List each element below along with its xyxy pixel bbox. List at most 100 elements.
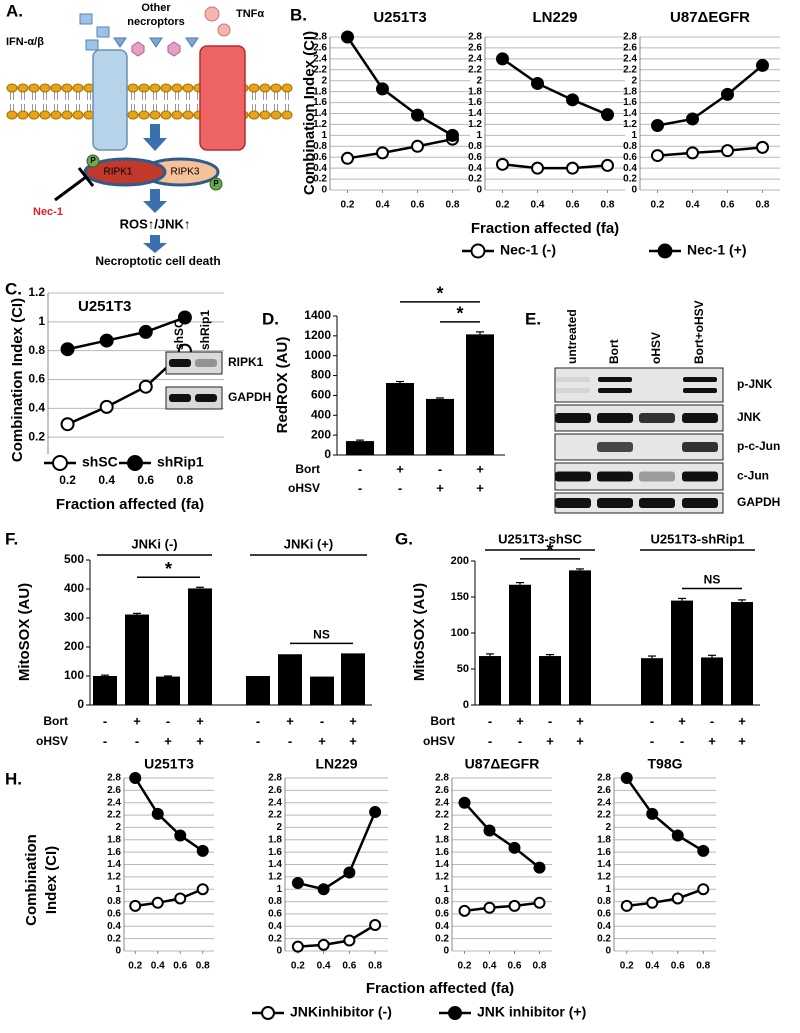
bar [346, 441, 374, 455]
inhibition-line [54, 175, 87, 202]
kinase-label: RIPK1 [104, 167, 133, 178]
significance-label: NS [704, 573, 721, 587]
treatment-sign: - [135, 733, 139, 748]
x-tick-label: 0.6 [671, 961, 685, 972]
bar [569, 570, 591, 705]
blot-band [598, 377, 632, 382]
y-tick-label: 2.8 [623, 32, 637, 43]
series-line [657, 146, 763, 157]
significance-label: NS [313, 628, 330, 642]
data-point [697, 844, 710, 857]
y-tick-label: 1000 [304, 348, 331, 362]
blot-band [556, 388, 590, 393]
x-tick-label: 0.8 [196, 961, 210, 972]
lipid-head [61, 110, 73, 120]
blot-band [555, 413, 591, 423]
subplot-title: U251T3 [78, 298, 131, 315]
lipid-head [270, 83, 282, 93]
data-point [151, 896, 164, 909]
subplot-title: LN229 [532, 9, 577, 26]
treatment-sign: + [708, 733, 716, 748]
y-tick-label: 2.8 [107, 773, 121, 784]
blot-band [683, 377, 717, 382]
lane-label: shSC [172, 319, 186, 350]
lipid-head [160, 110, 172, 120]
x-tick-label: 0.2 [341, 200, 355, 211]
x-tick-label: 0.4 [483, 961, 497, 972]
y-tick-label: 0.4 [268, 921, 282, 932]
series-line [502, 163, 608, 170]
data-point [60, 342, 75, 357]
y-tick-label: 1.6 [623, 97, 637, 108]
ligand-shape [149, 37, 163, 48]
bar [701, 657, 723, 705]
y-tick-label: 0.2 [623, 174, 637, 185]
y-tick-label: 0 [115, 946, 121, 957]
y-tick-label: 0 [476, 185, 482, 196]
bar [426, 398, 454, 455]
blot-band [598, 388, 632, 393]
blot-band [169, 394, 191, 402]
y-tick-label: 2.4 [623, 53, 637, 64]
y-axis-label: MitoSOX (AU) [16, 583, 33, 681]
y-tick-label: 0 [443, 946, 449, 957]
y-tick-label: 500 [64, 552, 84, 566]
inhibition-bar [77, 167, 95, 187]
y-tick-label: 1.2 [435, 871, 449, 882]
treatment-label: Bort [295, 462, 320, 476]
data-point [671, 892, 684, 905]
y-tick-label: 1.6 [313, 97, 327, 108]
series-line [501, 57, 608, 116]
lipid-head [281, 110, 293, 120]
bar [539, 656, 561, 705]
series-line [347, 137, 453, 160]
treatment-sign: + [349, 733, 357, 748]
significance-label: * [165, 559, 172, 579]
y-tick-label: 1.4 [597, 859, 611, 870]
data-point [376, 82, 389, 96]
y-tick-label: 1 [476, 130, 482, 141]
y-axis-label: Combination Index (CI) [301, 31, 318, 195]
data-point [508, 841, 521, 854]
data-point [671, 829, 684, 842]
phospho-label: P [90, 156, 96, 165]
series-line [134, 777, 204, 852]
blot-row-label: GAPDH [737, 495, 780, 509]
y-tick-label: 2.6 [435, 785, 449, 796]
panel-label: E. [525, 309, 541, 328]
treatment-sign: - [650, 733, 654, 748]
y-tick-label: 600 [311, 388, 331, 402]
y-tick-label: 1.6 [597, 847, 611, 858]
y-tick-label: 0.2 [28, 429, 45, 443]
y-tick-label: 0.2 [468, 174, 482, 185]
y-tick-label: 2.4 [435, 797, 449, 808]
treatment-sign: + [738, 713, 746, 728]
phospho-label: P [213, 179, 219, 188]
legend-label: JNKinhibitor (-) [290, 1004, 392, 1020]
y-tick-label: 2 [115, 822, 121, 833]
ligand-shape [185, 37, 199, 48]
x-tick-label: 0.2 [458, 961, 472, 972]
lane-label: shRip1 [198, 310, 212, 350]
data-point [686, 146, 699, 160]
y-tick-label: 50 [457, 663, 469, 675]
y-tick-label: 2.2 [597, 810, 611, 821]
series-line [625, 777, 704, 852]
y-tick-label: 1.6 [468, 97, 482, 108]
bar [509, 584, 531, 705]
data-point [138, 324, 153, 339]
blot-band [555, 471, 591, 482]
y-tick-label: 0 [324, 447, 331, 461]
treatment-sign: - [488, 713, 492, 728]
bar [466, 334, 494, 455]
lipid-head [28, 83, 40, 93]
lipid-head [182, 110, 194, 120]
blot-band [556, 377, 590, 382]
lipid-head [39, 83, 51, 93]
lipid-head [138, 83, 150, 93]
x-tick-label: 0.2 [59, 473, 76, 487]
x-tick-label: 0.8 [756, 200, 770, 211]
blot-band [195, 359, 217, 367]
y-tick-label: 1.4 [623, 108, 637, 119]
legend-label: shRip1 [157, 454, 204, 470]
